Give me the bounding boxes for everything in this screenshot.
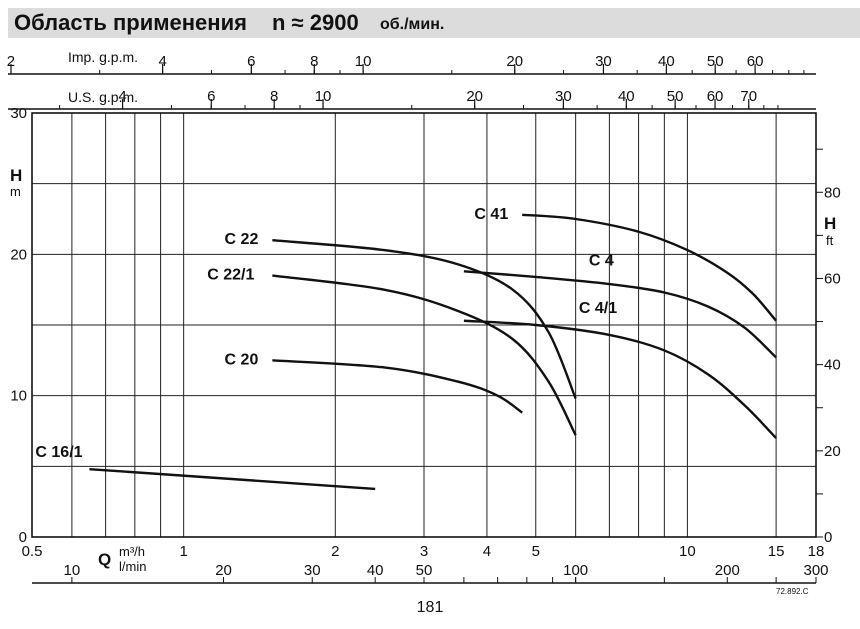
head-ft-tick-label: 0 xyxy=(824,529,832,546)
head-m-tick-label: 30 xyxy=(10,105,27,122)
curve-label-c-22: C 22 xyxy=(225,231,259,248)
head-m-tick-label: 10 xyxy=(10,388,27,405)
head-m-tick-label: 0 xyxy=(19,529,27,546)
flow-lmin-tick-label: 30 xyxy=(304,562,321,579)
head-ft-tick-label: 60 xyxy=(824,270,841,287)
flow-lmin-tick-label: 100 xyxy=(563,562,588,579)
curve-label-c-22-1: C 22/1 xyxy=(207,267,254,284)
flow-m3h-tick-label: 18 xyxy=(808,543,825,560)
head-m-axis: 0 10 20 30 Hm xyxy=(10,105,27,546)
us-gpm-axis-tick-label: 10 xyxy=(315,88,332,105)
flow-unit-m3h: m³/h xyxy=(119,544,145,559)
us-gpm-axis-tick-label: 50 xyxy=(667,88,684,105)
head-ft-axis-label: H xyxy=(824,214,836,233)
imp-gpm-axis-tick-label: 10 xyxy=(355,53,372,70)
flow-lmin-tick-label: 200 xyxy=(715,562,740,579)
us-gpm-axis-tick-label: 4 xyxy=(118,88,126,105)
us-gpm-axis-tick-label: 6 xyxy=(207,88,215,105)
imp-gpm-axis-label: Imp. g.p.m. xyxy=(68,49,138,65)
flow-axis: 0.5 1 2 3 4 5 10 15 18 10 20 30 40 50 100 200 300 Q m³/hl/… xyxy=(22,543,829,584)
drawing-code: 72.892.C xyxy=(776,587,809,596)
head-m-tick-label: 20 xyxy=(10,246,27,263)
flow-lmin-tick-label: 10 xyxy=(64,562,81,579)
head-m-axis-label: H xyxy=(10,166,22,185)
flow-axis-label: Q xyxy=(98,550,111,569)
chart-title: Область применения xyxy=(14,10,247,35)
flow-unit-lmin: l/min xyxy=(119,559,146,574)
page-number: 181 xyxy=(416,599,444,616)
flow-m3h-tick-label: 1 xyxy=(179,543,187,560)
us-gpm-axis-tick-label: 60 xyxy=(707,88,724,105)
imp-gpm-axis-tick-label: 4 xyxy=(158,53,166,70)
flow-m3h-tick-label: 10 xyxy=(679,543,696,560)
pump-curves xyxy=(89,213,778,491)
plot-frame xyxy=(31,112,817,538)
imp-gpm-axis-tick-label: 2 xyxy=(7,53,15,70)
curve-c-20 xyxy=(272,359,523,414)
flow-gpm-axes: 2 4 6 8 10 20 30 40 50 60 4 6 8 10 20 30 40 50 60 70 Imp. g.… xyxy=(7,49,816,110)
flow-lmin-tick-label: 40 xyxy=(367,562,384,579)
flow-lmin-tick-label: 300 xyxy=(803,562,828,579)
flow-lmin-tick-label: 50 xyxy=(416,562,433,579)
flow-m3h-tick-label: 5 xyxy=(532,543,540,560)
curve-labels: C 16/1 C 20 C 22 C 22/1 C 4 C 4/1 C 41 xyxy=(35,206,617,461)
flow-m3h-tick-label: 15 xyxy=(768,543,785,560)
imp-gpm-axis-tick-label: 30 xyxy=(595,53,612,70)
curve-label-c-20: C 20 xyxy=(225,351,259,368)
curve-label-c-16-1: C 16/1 xyxy=(35,444,82,461)
curve-c-41 xyxy=(522,213,778,322)
head-ft-axis-unit: ft xyxy=(826,233,834,248)
head-ft-tick-label: 80 xyxy=(824,184,841,201)
curve-c-16-1 xyxy=(89,467,376,491)
head-ft-tick-label: 20 xyxy=(824,443,841,460)
us-gpm-axis-tick-label: 40 xyxy=(618,88,635,105)
imp-gpm-axis-tick-label: 50 xyxy=(707,53,724,70)
curve-c-4 xyxy=(463,270,777,359)
us-gpm-axis-label: U.S. g.p.m. xyxy=(68,89,138,105)
curve-label-c-41: C 41 xyxy=(474,206,508,223)
imp-gpm-axis-tick-label: 20 xyxy=(506,53,523,70)
curve-label-c-4-1: C 4/1 xyxy=(579,300,617,317)
head-ft-tick-label: 40 xyxy=(824,357,841,374)
title-bar xyxy=(8,8,860,38)
flow-m3h-tick-label: 3 xyxy=(420,543,428,560)
flow-m3h-tick-label: 4 xyxy=(483,543,491,560)
us-gpm-axis-tick-label: 20 xyxy=(466,88,483,105)
us-gpm-axis-tick-label: 30 xyxy=(555,88,572,105)
imp-gpm-axis-tick-label: 8 xyxy=(310,53,318,70)
curve-c-22-1 xyxy=(272,274,577,436)
us-gpm-axis-tick-label: 70 xyxy=(740,88,757,105)
flow-m3h-tick-label: 2 xyxy=(331,543,339,560)
plot-border xyxy=(31,112,817,538)
imp-gpm-axis-tick-label: 6 xyxy=(247,53,255,70)
head-m-axis-unit: m xyxy=(10,184,21,199)
curve-c-4-1 xyxy=(463,319,777,439)
curve-label-c-4: C 4 xyxy=(589,252,614,269)
curve-c-22 xyxy=(272,239,577,399)
imp-gpm-axis-tick-label: 40 xyxy=(658,53,675,70)
flow-lmin-tick-label: 20 xyxy=(215,562,232,579)
us-gpm-axis-tick-label: 8 xyxy=(270,88,278,105)
flow-m3h-tick-label: 0.5 xyxy=(22,543,43,560)
imp-gpm-axis-tick-label: 60 xyxy=(747,53,764,70)
head-ft-axis: 0 20 40 60 80 Hft xyxy=(816,148,841,546)
speed-label: n ≈ 2900 xyxy=(272,10,359,35)
grid xyxy=(32,113,816,537)
speed-unit-label: об./мин. xyxy=(380,16,445,33)
